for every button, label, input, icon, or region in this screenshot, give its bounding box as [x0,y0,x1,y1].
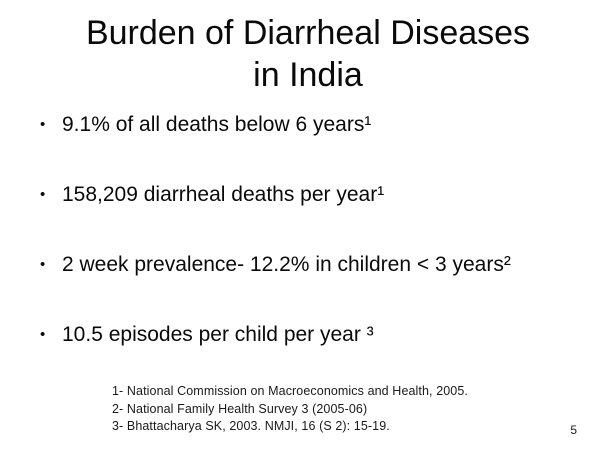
bullet-dot: • [40,256,46,273]
bullet-list: • 9.1% of all deaths below 6 years¹ • 15… [38,112,578,392]
bullet-item: • 158,209 diarrheal deaths per year¹ [38,182,578,208]
footnotes: 1- National Commission on Macroeconomics… [112,383,468,436]
bullet-text: 10.5 episodes per child per year ³ [62,323,374,346]
bullet-text: 2 week prevalence- 12.2% in children < 3… [62,253,511,276]
bullet-text: 158,209 diarrheal deaths per year¹ [62,183,385,206]
slide-title-line-2: in India [253,56,363,94]
footnote-1: 1- National Commission on Macroeconomics… [112,384,468,398]
bullet-text: 9.1% of all deaths below 6 years¹ [62,113,372,136]
slide-title: Burden of Diarrheal Diseases in India [0,12,616,96]
bullet-item: • 9.1% of all deaths below 6 years¹ [38,112,578,138]
page-number: 5 [570,423,577,437]
footnote-3: 3- Bhattacharya SK, 2003. NMJI, 16 (S 2)… [112,419,390,433]
bullet-dot: • [40,186,46,203]
bullet-item: • 10.5 episodes per child per year ³ [38,322,578,348]
bullet-dot: • [40,116,46,133]
footnote-2: 2- National Family Health Survey 3 (2005… [112,401,368,416]
bullet-item: • 2 week prevalence- 12.2% in children <… [38,252,578,278]
bullet-dot: • [40,326,46,343]
slide-title-line-1: Burden of Diarrheal Diseases [85,14,531,52]
